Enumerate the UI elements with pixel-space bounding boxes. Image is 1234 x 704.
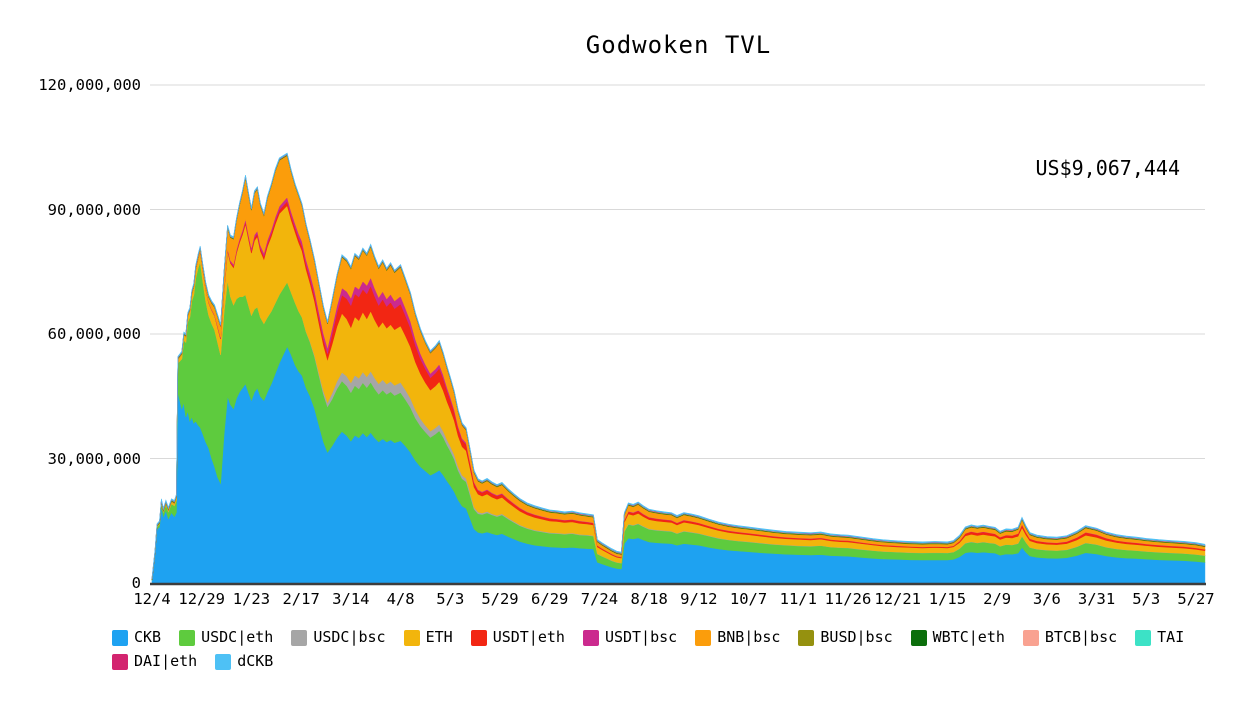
legend-swatch-icon: [470, 629, 487, 646]
x-axis-tick-label: 6/29: [531, 590, 569, 608]
legend-label: BTCB|bsc: [1044, 628, 1118, 646]
legend-swatch-icon: [582, 629, 599, 646]
x-axis-tick-label: 9/12: [680, 590, 718, 608]
y-axis-tick-label: 90,000,000: [47, 200, 141, 219]
legend-swatch-icon: [179, 629, 196, 646]
legend-item-BUSD|bsc[interactable]: BUSD|bsc: [798, 628, 893, 646]
legend-swatch-icon: [403, 629, 420, 646]
x-axis-tick-label: 3/31: [1077, 590, 1116, 608]
legend-item-USDC|eth[interactable]: USDC|eth: [179, 629, 273, 646]
current-value-label: US$9,067,444: [1035, 156, 1181, 180]
legend-item-ETH[interactable]: ETH: [403, 628, 453, 646]
x-axis-tick-label: 5/3: [436, 590, 465, 608]
legend-swatch-icon: [291, 629, 308, 646]
legend-item-USDC|bsc[interactable]: USDC|bsc: [291, 628, 386, 646]
legend-label: dCKB: [237, 652, 274, 670]
y-axis-tick-label: 60,000,000: [47, 325, 141, 343]
x-axis-tick-label: 3/14: [332, 590, 370, 608]
x-axis-tick-label: 4/8: [386, 590, 415, 608]
legend-swatch-icon: [910, 629, 927, 646]
x-axis-tick-label: 5/29: [481, 590, 519, 608]
legend-item-WBTC|eth[interactable]: WBTC|eth: [910, 628, 1005, 646]
legend-item-CKB[interactable]: CKB: [112, 629, 161, 646]
x-axis-tick-label: 12/29: [178, 590, 226, 608]
x-axis-tick-label: 5/3: [1132, 590, 1161, 608]
legend-swatch-icon: [1135, 629, 1152, 646]
legend-item-BNB|bsc[interactable]: BNB|bsc: [695, 629, 780, 646]
x-axis-tick-label: 5/27: [1177, 590, 1215, 608]
y-axis-tick-label: 30,000,000: [47, 449, 141, 468]
y-axis-tick-label: 120,000,000: [38, 76, 141, 94]
x-axis-tick-label: 11/1: [779, 590, 817, 608]
legend-row: DAI|eth dCKB: [112, 653, 1192, 670]
legend-label: CKB: [134, 628, 162, 646]
x-axis-tick-label: 8/18: [630, 590, 668, 608]
legend-swatch-icon: [798, 629, 815, 646]
legend-label: BUSD|bsc: [820, 628, 893, 646]
y-axis-tick-label: 0: [131, 574, 141, 592]
x-axis-tick-label: 11/26: [824, 590, 872, 608]
x-axis-tick-label: 1/15: [928, 590, 967, 608]
x-axis-tick-label: 10/7: [729, 590, 768, 608]
legend-label: DAI|eth: [134, 652, 198, 670]
legend-label: ETH: [425, 628, 453, 646]
legend-swatch-icon: [695, 629, 712, 646]
legend-label: USDC|bsc: [313, 628, 386, 646]
legend-swatch-icon: [215, 653, 232, 670]
page-title: Godwoken TVL: [585, 31, 772, 59]
x-axis-tick-label: 1/23: [232, 590, 271, 608]
x-axis-tick-label: 2/17: [282, 590, 320, 608]
legend: CKB USDC|eth USDC|bsc ETH USDT|eth USDT|bsc BN…: [112, 629, 1192, 670]
legend-item-USDT|bsc[interactable]: USDT|bsc: [582, 628, 678, 646]
legend-row: CKB USDC|eth USDC|bsc ETH USDT|eth USDT|bsc BN…: [112, 629, 1192, 646]
area-series-dCKB: [151, 152, 1206, 579]
legend-item-USDT|eth[interactable]: USDT|eth: [470, 628, 565, 646]
x-axis-tick-label: 12/4: [133, 590, 171, 608]
legend-item-TAI[interactable]: TAI: [1135, 629, 1184, 646]
legend-label: USDT|eth: [492, 628, 565, 646]
legend-label: USDC|eth: [201, 628, 274, 646]
legend-swatch-icon: [1022, 629, 1039, 646]
legend-label: WBTC|eth: [932, 628, 1005, 646]
legend-item-DAI|eth[interactable]: DAI|eth: [112, 653, 197, 670]
legend-swatch-icon: [112, 629, 128, 646]
x-axis-tick-label: 3/6: [1032, 590, 1061, 608]
x-axis-tick-label: 7/24: [580, 590, 619, 608]
legend-item-dCKB[interactable]: dCKB: [215, 653, 273, 670]
legend-label: USDT|bsc: [604, 628, 678, 646]
legend-item-BTCB|bsc[interactable]: BTCB|bsc: [1022, 628, 1118, 646]
legend-label: BNB|bsc: [717, 628, 781, 646]
legend-swatch-icon: [112, 653, 128, 670]
x-axis-tick-label: 2/9: [983, 590, 1012, 608]
legend-label: TAI: [1157, 628, 1185, 646]
x-axis-tick-label: 12/21: [874, 590, 922, 608]
